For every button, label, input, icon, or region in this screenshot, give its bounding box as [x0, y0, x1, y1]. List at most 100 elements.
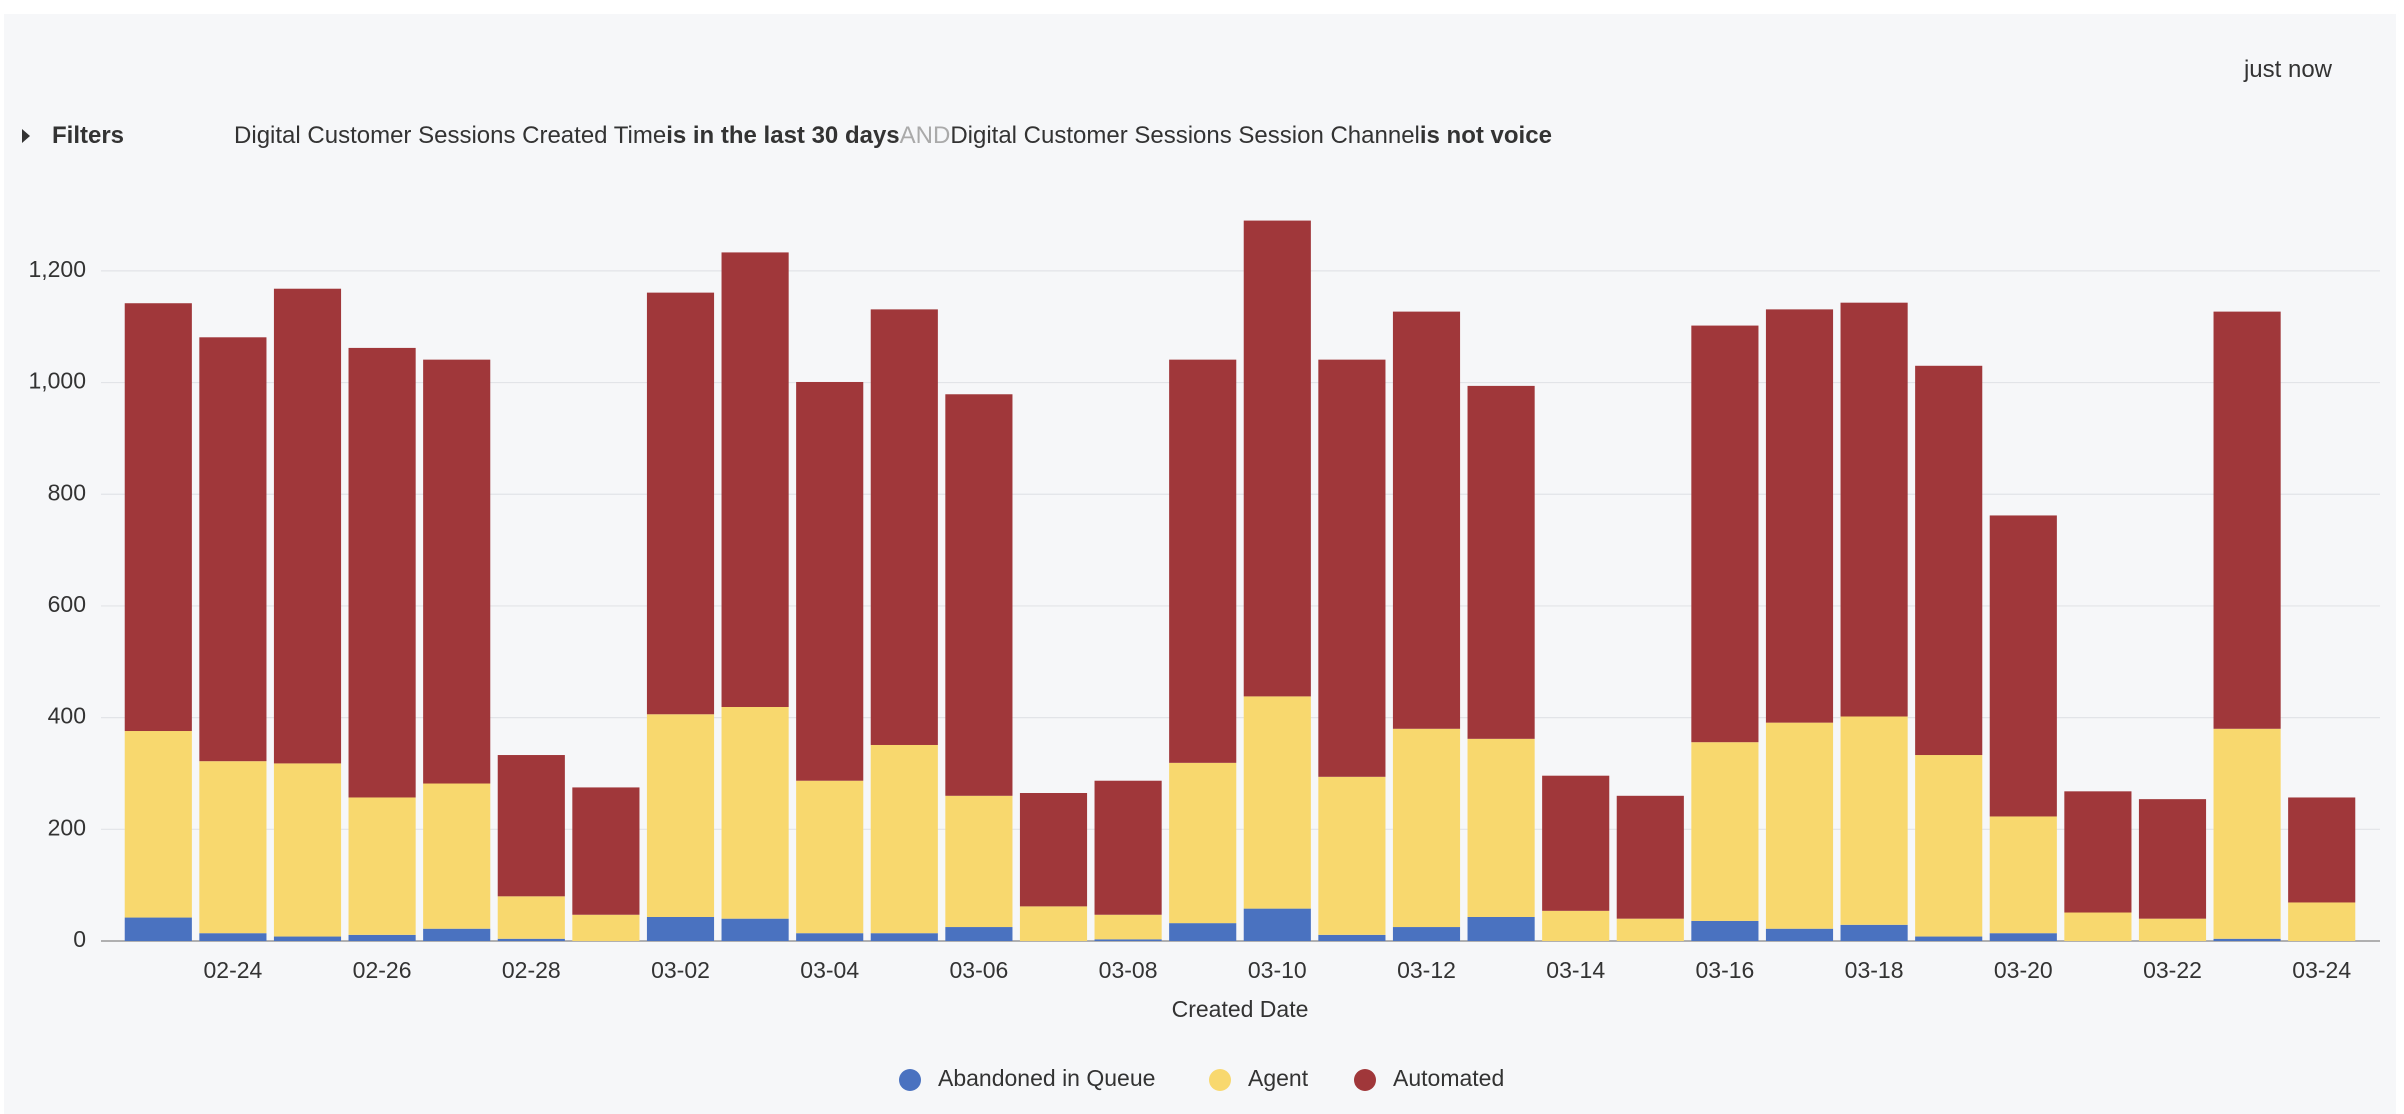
legend-label: Automated	[1393, 1065, 1504, 1091]
filter-conjunction: AND	[899, 122, 951, 149]
bar-segment	[1169, 762, 1237, 924]
bar-segment	[1840, 302, 1908, 717]
bar-segment	[646, 714, 715, 917]
y-tick-label: 800	[48, 479, 86, 505]
x-tick-label: 03-12	[1397, 957, 1456, 983]
bar-segment	[124, 731, 192, 918]
bar-segment	[796, 381, 864, 781]
timestamp: just now	[2243, 56, 2332, 83]
bar-segment	[870, 744, 938, 934]
bar-segment	[2064, 912, 2132, 941]
bar-segment	[1169, 359, 1237, 763]
bar-segment	[2288, 797, 2356, 903]
bar-segment	[423, 928, 491, 941]
x-tick-label: 02-28	[502, 957, 561, 983]
bar-segment	[1243, 220, 1311, 697]
bar-segment	[721, 707, 789, 919]
legend-swatch	[1209, 1069, 1231, 1091]
x-tick-label: 03-02	[651, 957, 710, 983]
bar-segment	[1094, 914, 1162, 940]
bar-segment	[423, 783, 491, 929]
bar-segment	[2213, 311, 2281, 729]
bar-segment	[945, 795, 1013, 928]
filter-operator: is in the last 30 days	[666, 122, 900, 149]
bar-segment	[1915, 365, 1983, 756]
y-tick-label: 200	[48, 814, 86, 840]
filters-label[interactable]: Filters	[52, 122, 125, 149]
bar-segment	[348, 797, 416, 935]
x-tick-label: 03-18	[1845, 957, 1904, 983]
bar-segment	[348, 347, 416, 798]
bar-segment	[572, 787, 640, 915]
bar-segment	[945, 394, 1013, 796]
bar-segment	[1989, 816, 2057, 934]
bar-segment	[1765, 722, 1834, 929]
filter-field: Digital Customer Sessions Created Time	[234, 122, 667, 149]
bar-segment	[497, 896, 565, 939]
x-tick-label: 02-26	[353, 957, 412, 983]
bar-segment	[1318, 776, 1386, 935]
bar-segment	[273, 763, 342, 937]
bar-segment	[1691, 920, 1759, 941]
expand-icon[interactable]	[22, 129, 30, 143]
bar-segment	[646, 292, 715, 715]
x-tick-label: 03-20	[1994, 957, 2053, 983]
bar-segment	[1840, 924, 1908, 941]
bar-segment	[1691, 325, 1759, 743]
bar-segment	[1318, 359, 1386, 777]
bar-segment	[1318, 934, 1386, 941]
x-tick-label: 03-10	[1248, 957, 1307, 983]
bar-segment	[423, 359, 491, 784]
filter-field: Digital Customer Sessions Session Channe…	[950, 122, 1420, 149]
bar-segment	[124, 917, 192, 941]
bar-segment	[199, 761, 267, 934]
bar-segment	[1691, 742, 1759, 921]
x-tick-label: 03-14	[1546, 957, 1605, 983]
bar-segment	[1616, 918, 1684, 941]
bar-segment	[2213, 728, 2281, 939]
bar-segment	[1989, 933, 2057, 941]
bar-segment	[1019, 793, 1088, 907]
x-tick-label: 03-06	[949, 957, 1008, 983]
bar-segment	[273, 288, 342, 764]
bar-segment	[2213, 938, 2281, 941]
legend-label: Abandoned in Queue	[938, 1065, 1155, 1091]
bar-segment	[2064, 791, 2132, 913]
x-tick-label: 03-24	[2292, 957, 2351, 983]
bar-segment	[273, 936, 342, 941]
bar-segment	[2138, 799, 2207, 919]
bar-segment	[1840, 716, 1908, 925]
bar-segment	[199, 337, 267, 762]
bar-segment	[1915, 936, 1983, 941]
bar-segment	[1094, 939, 1162, 941]
bar-segment	[1392, 728, 1461, 928]
bar-segment	[721, 918, 789, 941]
x-axis-title: Created Date	[1172, 996, 1309, 1022]
y-tick-label: 0	[73, 926, 86, 952]
y-tick-label: 1,000	[28, 368, 86, 394]
bar-segment	[1019, 906, 1088, 941]
bar-segment	[796, 933, 864, 941]
y-tick-label: 1,200	[28, 256, 86, 282]
bar-segment	[1392, 311, 1461, 729]
y-tick-label: 600	[48, 591, 86, 617]
bar-segment	[1467, 738, 1535, 917]
bar-segment	[1467, 916, 1535, 941]
bar-segment	[199, 933, 267, 941]
bar-segment	[124, 303, 192, 732]
bar-segment	[796, 780, 864, 934]
bar-segment	[2288, 902, 2356, 941]
bar-segment	[1616, 795, 1684, 919]
x-tick-label: 03-22	[2143, 957, 2202, 983]
x-tick-label: 03-08	[1099, 957, 1158, 983]
bar-segment	[1765, 309, 1834, 723]
bar-segment	[348, 934, 416, 941]
bar-segment	[1392, 927, 1461, 941]
bar-segment	[1094, 780, 1162, 915]
bar-segment	[497, 755, 565, 897]
bar-segment	[1542, 910, 1610, 941]
x-tick-label: 03-16	[1695, 957, 1754, 983]
bar-segment	[1243, 696, 1311, 909]
bar-segment	[572, 914, 640, 941]
bar-segment	[1989, 515, 2057, 817]
